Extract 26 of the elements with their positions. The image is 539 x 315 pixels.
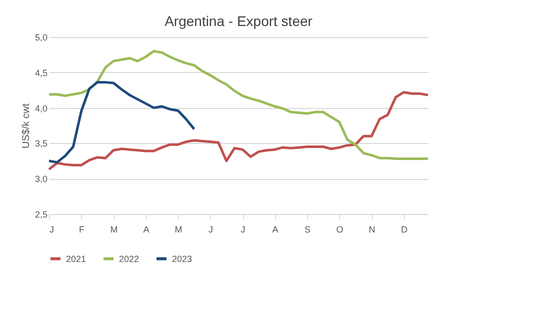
x-tick-label: O: [336, 224, 344, 234]
x-tick-label: M: [110, 224, 118, 234]
line-series: [48, 90, 430, 171]
x-tick-label: A: [272, 224, 278, 234]
chart-title: Argentina - Export steer: [164, 13, 313, 29]
legend-label: 2022: [119, 254, 140, 264]
y-tick-label: 4,5: [34, 68, 48, 78]
y-tick-label: 3,0: [34, 174, 48, 184]
y-axis-title: US$/k cwt: [20, 103, 32, 149]
x-tick-label: F: [79, 224, 86, 234]
legend-label: 2021: [66, 254, 86, 264]
y-tick-label: 4,0: [34, 103, 48, 114]
line-series: [48, 81, 196, 164]
x-tick-label: J: [240, 224, 246, 234]
x-tick-label: J: [208, 224, 214, 234]
y-tick-label: 2,5: [34, 210, 48, 220]
y-tick-label: 5,0: [34, 32, 48, 42]
x-tick-label: A: [143, 224, 150, 234]
x-tick-label: N: [368, 224, 376, 234]
y-tick-label: 3,5: [34, 138, 48, 149]
x-tick-label: D: [401, 224, 408, 234]
legend-label: 2023: [172, 254, 192, 264]
x-tick-label: J: [50, 224, 54, 234]
line-series: [48, 50, 430, 160]
x-tick-label: S: [304, 224, 311, 234]
x-tick-label: M: [174, 224, 182, 234]
